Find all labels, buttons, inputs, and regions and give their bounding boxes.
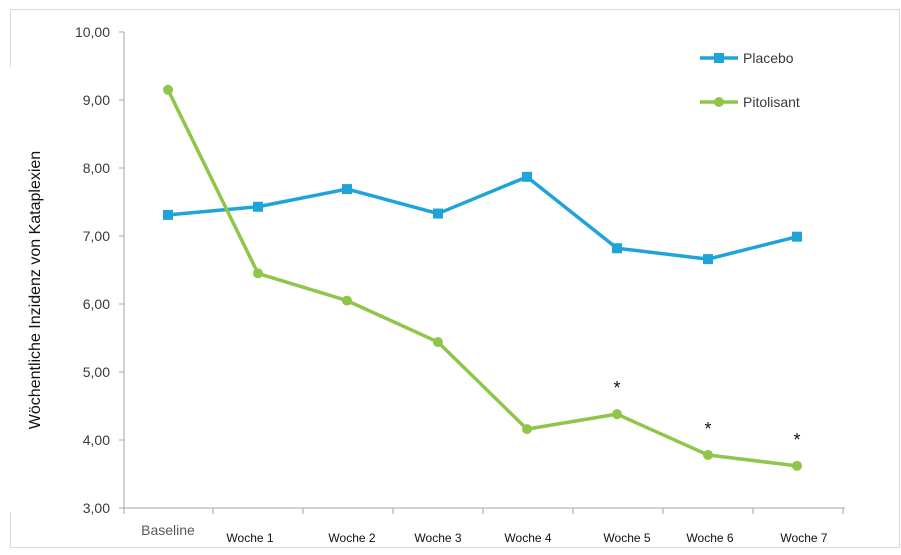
y-tick-label: 6,00 (83, 296, 110, 312)
y-tick-label: 7,00 (83, 228, 110, 244)
chart-frame-left (10, 9, 11, 67)
series-line-pitolisant (166, 89, 798, 468)
y-tick-label: 9,00 (83, 92, 110, 108)
data-point (703, 254, 713, 265)
x-tick-label: Woche 5 (603, 531, 650, 545)
y-tick-label: 8,00 (83, 160, 110, 176)
data-point (792, 231, 802, 242)
significance-annotation: * (793, 430, 800, 450)
x-tick-label: Woche 3 (414, 531, 461, 545)
data-point (163, 84, 173, 95)
chart-frame-top (10, 9, 900, 10)
y-tick-label: 5,00 (83, 364, 110, 380)
chart-frame-right (899, 9, 900, 548)
data-point (342, 184, 352, 195)
data-point (792, 460, 802, 471)
x-tick-label: Baseline (141, 522, 195, 538)
data-point (612, 409, 622, 420)
y-tick-label: 3,00 (83, 500, 110, 516)
data-point (163, 209, 173, 220)
data-point (522, 424, 532, 435)
data-point (253, 268, 263, 279)
data-point (522, 171, 532, 182)
significance-annotation: * (613, 378, 620, 398)
x-tick-label: Woche 4 (504, 531, 551, 545)
legend-label: Placebo (743, 50, 794, 66)
significance-annotation: * (704, 419, 711, 439)
x-tick-label: Woche 6 (686, 531, 733, 545)
legend-marker (714, 97, 724, 107)
x-tick-label: Woche 2 (328, 531, 375, 545)
data-point (433, 337, 443, 348)
x-tick-label: Woche 1 (226, 531, 273, 545)
data-point (342, 295, 352, 306)
series-line-placebo (167, 175, 798, 261)
legend-marker (714, 53, 724, 63)
data-point (612, 243, 622, 254)
legend-label: Pitolisant (743, 94, 800, 110)
x-tick-label: Woche 7 (780, 531, 827, 545)
data-point (433, 208, 443, 219)
chart-frame-bottom (10, 547, 900, 548)
data-point (253, 201, 263, 212)
y-axis-label: Wöchentliche Inzidenz von Kataplexien (27, 150, 44, 430)
data-point (703, 449, 713, 460)
y-tick-label: 10,00 (75, 24, 110, 40)
y-tick-label: 4,00 (83, 432, 110, 448)
chart-frame-left (10, 512, 11, 548)
